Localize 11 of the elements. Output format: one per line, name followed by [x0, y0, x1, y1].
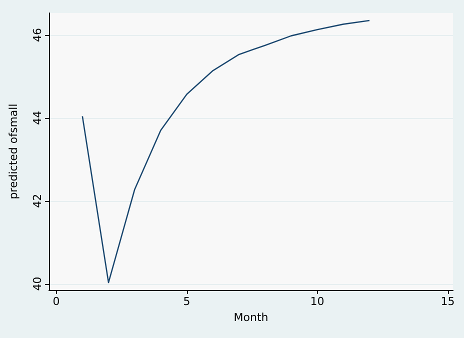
line-series [82, 20, 370, 284]
x-axis-title: Month [234, 310, 268, 324]
y-axis-title: predicted ofsmall [7, 104, 20, 200]
y-tick-label: 44 [31, 110, 44, 125]
x-tick-label: 0 [52, 295, 60, 308]
y-tick-label: 40 [31, 276, 44, 291]
y-tick-label: 42 [31, 194, 44, 208]
x-tick-label: 15 [440, 295, 455, 308]
x-tick-label: 5 [183, 295, 190, 308]
y-tick-label: 46 [31, 28, 44, 42]
x-tick-label: 10 [310, 295, 324, 308]
